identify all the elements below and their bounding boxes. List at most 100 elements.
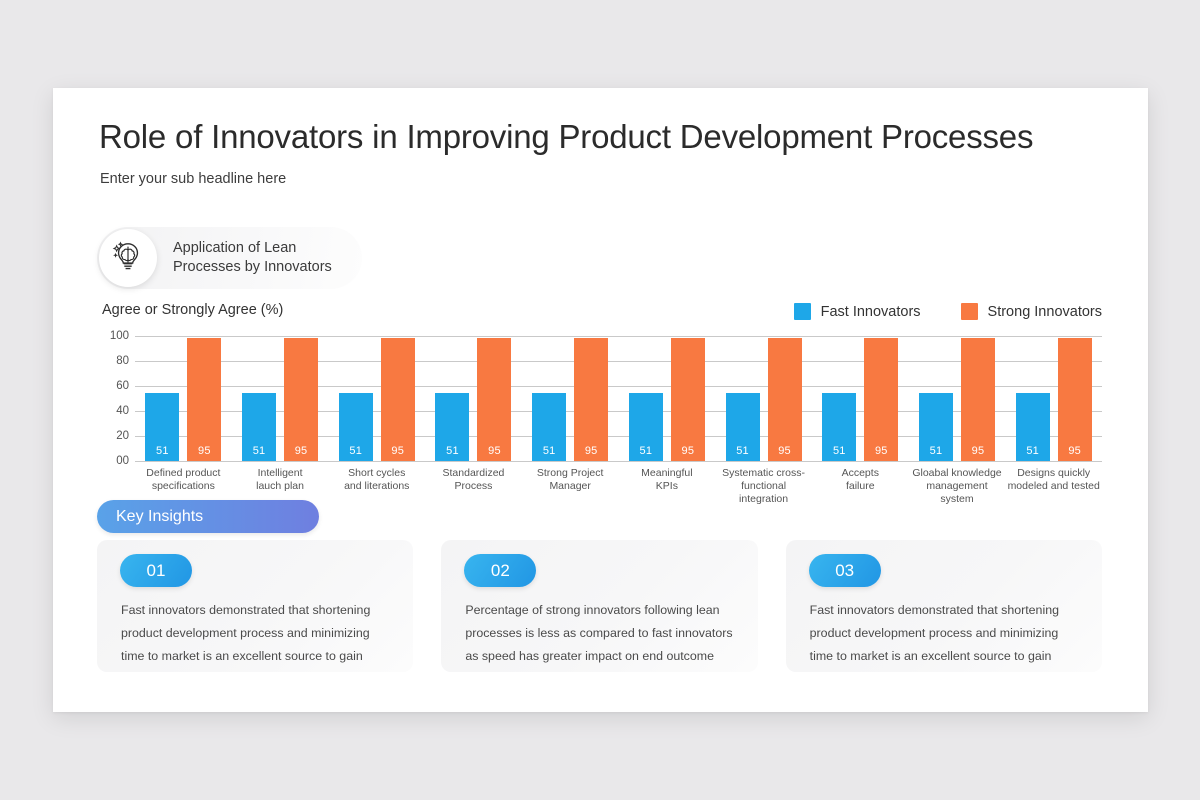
- chart-gridlines: [135, 336, 1102, 462]
- bar-value-label: 51: [832, 445, 846, 457]
- legend-label-fast-innovators: Fast Innovators: [820, 303, 921, 320]
- bar-group: 51 95: [619, 336, 716, 461]
- bar-fast[interactable]: 51: [435, 392, 470, 461]
- bar-value-label: 95: [971, 445, 985, 457]
- insight-card-number: 03: [808, 554, 881, 587]
- insight-card-text: Fast innovators demonstrated that shorte…: [121, 603, 371, 663]
- x-axis-label: Short cycles and literations: [344, 467, 410, 492]
- bar-fast[interactable]: 51: [338, 392, 373, 461]
- page-subtitle: Enter your sub headline here: [100, 171, 287, 187]
- bar-group: 51 95: [1005, 336, 1102, 461]
- legend-label-strong-innovators: Strong Innovators: [987, 303, 1102, 320]
- insight-card: 01 Fast innovators demonstrated that shor…: [97, 540, 414, 672]
- bar-fast[interactable]: 51: [242, 392, 277, 461]
- bar-value-label: 95: [391, 445, 405, 457]
- gridline: [135, 386, 1102, 387]
- legend-swatch-fast-innovators: [793, 303, 811, 320]
- bar-value-label: 95: [294, 445, 308, 457]
- gridline: [135, 461, 1102, 462]
- insight-card-text: Percentage of strong innovators followin…: [465, 603, 733, 663]
- y-axis-tick: 40: [116, 405, 129, 417]
- x-axis-label: Intelligent lauch plan: [256, 467, 304, 492]
- insight-card: 02 Percentage of strong innovators follow…: [441, 540, 758, 672]
- bar-value-label: 95: [198, 445, 211, 457]
- bar-fast[interactable]: 51: [918, 392, 953, 461]
- y-axis-tick: 00: [116, 455, 129, 467]
- bar-value-label: 95: [488, 445, 501, 457]
- bar-strong[interactable]: 95: [767, 337, 802, 461]
- gridline: [135, 361, 1102, 362]
- bar-strong[interactable]: 95: [574, 337, 609, 461]
- bar-value-label: 95: [584, 445, 598, 457]
- bar-fast[interactable]: 51: [822, 392, 857, 461]
- bar-value-label: 51: [349, 445, 363, 457]
- bar-strong[interactable]: 95: [1057, 337, 1092, 461]
- bar-strong[interactable]: 95: [477, 337, 512, 461]
- bar-value-label: 95: [874, 445, 888, 457]
- gridline: [135, 336, 1102, 337]
- x-axis-label: Gloabal knowledge management system: [912, 467, 1002, 505]
- section-badge: Application of Lean Processes by Innovat…: [97, 227, 362, 289]
- bar-group: 51 95: [425, 336, 522, 461]
- slide-canvas: Role of Innovators in Improving Product …: [53, 88, 1148, 712]
- insight-card-number: 01: [120, 554, 192, 587]
- insight-card: 03 Fast innovators demonstrated that shor…: [785, 540, 1102, 672]
- bar-value-label: 51: [1026, 445, 1039, 457]
- x-axis-label: Standardized Process: [442, 467, 505, 492]
- chart-x-axis: Defined product specifications Intelligen…: [135, 467, 1102, 506]
- lightbulb-brain-icon: [110, 238, 146, 279]
- bar-fast[interactable]: 51: [725, 392, 760, 461]
- y-axis-tick: 80: [116, 355, 129, 367]
- bar-strong[interactable]: 95: [864, 337, 899, 461]
- key-insights-pill[interactable]: Key Insights: [97, 500, 319, 533]
- x-axis-label: Meaningful KPIs: [641, 467, 693, 492]
- insight-card-number: 02: [464, 554, 537, 587]
- x-axis-label: Systematic cross- functional integration: [722, 467, 805, 505]
- bar-value-label: 51: [446, 445, 459, 457]
- bar-group: 51 95: [812, 336, 909, 461]
- bar-strong[interactable]: 95: [380, 337, 415, 461]
- legend-item-strong-innovators: Strong Innovators: [960, 303, 1102, 320]
- chart-bars: 51 95 51 95 51 95 51 95 51 95 51 95 51 95 51 95 51 95 51 95: [135, 336, 1102, 461]
- bar-strong[interactable]: 95: [187, 337, 222, 461]
- gridline: [135, 411, 1102, 412]
- bar-value-label: 51: [156, 445, 169, 457]
- bar-group: 51 95: [715, 336, 812, 461]
- y-axis-tick: 20: [116, 430, 129, 442]
- page-title: Role of Innovators in Improving Product …: [99, 118, 1034, 155]
- bar-group: 51 95: [232, 336, 329, 461]
- bar-fast[interactable]: 51: [532, 392, 567, 461]
- bar-group: 51 95: [522, 336, 619, 461]
- bar-group: 51 95: [328, 336, 425, 461]
- bar-value-label: 95: [778, 445, 791, 457]
- bar-value-label: 95: [1068, 445, 1081, 457]
- bar-value-label: 95: [681, 445, 695, 457]
- bar-group: 51 95: [909, 336, 1006, 461]
- y-axis-tick: 60: [116, 380, 129, 392]
- bar-chart: Agree or Strongly Agree (%) Fast Innovat…: [97, 302, 1102, 562]
- chart-axis-title: Agree or Strongly Agree (%): [102, 302, 284, 318]
- chart-y-axis: 100 80 60 40 20 00: [97, 330, 129, 467]
- bar-value-label: 51: [736, 445, 749, 457]
- bar-group: 51 95: [135, 336, 232, 461]
- chart-legend: Fast Innovators Strong Innovators: [793, 303, 1102, 320]
- bar-fast[interactable]: 51: [145, 392, 180, 461]
- bar-strong[interactable]: 95: [284, 337, 319, 461]
- bar-value-label: 51: [252, 445, 266, 457]
- y-axis-tick: 100: [109, 330, 129, 342]
- x-axis-label: Defined product specifications: [146, 467, 221, 492]
- insight-card-text: Fast innovators demonstrated that shorte…: [809, 603, 1059, 663]
- badge-icon-circle: [99, 229, 157, 287]
- bar-strong[interactable]: 95: [670, 337, 705, 461]
- x-axis-label: Designs quickly modeled and tested: [1007, 467, 1100, 492]
- bar-value-label: 51: [542, 445, 556, 457]
- x-axis-label: Strong Project Manager: [536, 467, 604, 492]
- x-axis-label: Accepts failure: [841, 467, 879, 492]
- bar-fast[interactable]: 51: [1015, 392, 1050, 461]
- bar-fast[interactable]: 51: [628, 392, 663, 461]
- bar-strong[interactable]: 95: [960, 337, 995, 461]
- badge-label: Application of Lean Processes by Innovat…: [173, 240, 332, 275]
- insight-card-list: 01 Fast innovators demonstrated that shor…: [97, 540, 1102, 672]
- bar-value-label: 51: [929, 445, 943, 457]
- legend-swatch-strong-innovators: [960, 303, 978, 320]
